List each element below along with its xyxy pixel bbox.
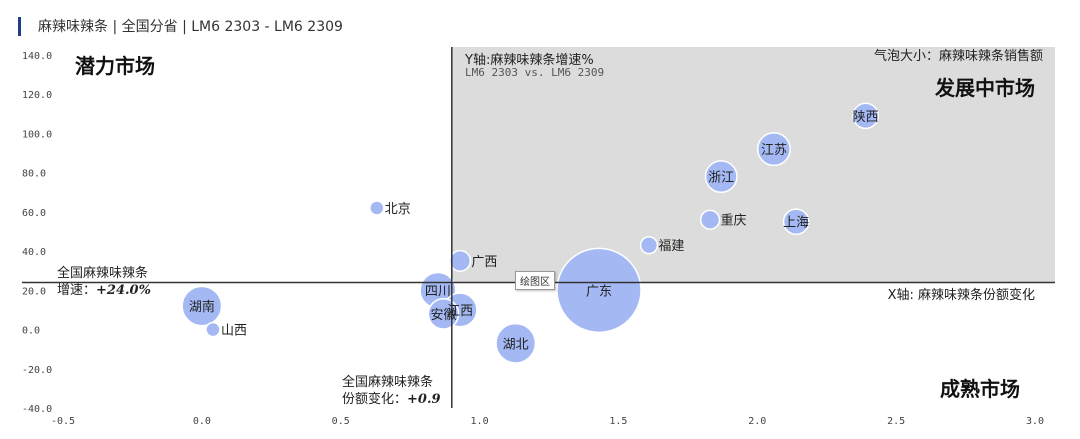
national-growth-note: 全国麻辣味辣条 增速：+24.0% [57, 265, 151, 299]
y-axis-title: Y轴:麻辣味辣条增速% [465, 53, 594, 68]
bubble-label: 江苏 [761, 142, 787, 158]
x-tick-label: -0.5 [51, 416, 75, 427]
y-tick-label: 100.0 [22, 129, 52, 140]
bubble-label: 湖南 [189, 299, 215, 315]
bubble-label: 北京 [385, 202, 411, 217]
bubble-label: 陕西 [853, 110, 879, 125]
bubble-label: 四川 [425, 284, 451, 299]
bubble-label: 湖北 [503, 337, 529, 352]
x-tick-label: 3.0 [1026, 416, 1044, 427]
bubble-label: 江西 [447, 304, 473, 319]
bubble-point [449, 249, 472, 272]
x-tick-label: 2.5 [887, 416, 905, 427]
y-tick-label: -20.0 [22, 365, 52, 376]
bubble-point [205, 321, 221, 338]
y-tick-label: 60.0 [22, 208, 46, 219]
national-growth-value: +24.0% [96, 283, 151, 298]
bubble-point [427, 297, 460, 330]
bubble-point [699, 209, 721, 230]
bubble-point [181, 285, 223, 327]
bubble-label: 广西 [471, 255, 497, 270]
bubble-point [782, 208, 810, 236]
bubble-point [495, 322, 537, 364]
title-accent-bar [18, 17, 21, 36]
y-tick-label: 120.0 [22, 90, 52, 101]
bubble-label: 山西 [221, 324, 247, 339]
y-tick-label: 20.0 [22, 286, 46, 297]
bubble-label: 重庆 [720, 213, 746, 229]
bubble-label: 安徽 [430, 308, 456, 323]
bubble-label: 浙江 [708, 171, 734, 186]
bubble-label: 福建 [658, 239, 684, 254]
developing-quadrant-area [451, 47, 1055, 283]
national-share-value: +0.9 [407, 392, 441, 407]
quadrant-label-developing: 发展中市场 [935, 76, 1035, 100]
y-tick-label: 80.0 [22, 169, 46, 180]
bubble-point [756, 132, 791, 167]
x-tick-label: 0.0 [193, 416, 211, 427]
quadrant-label-mature: 成熟市场 [940, 377, 1020, 401]
x-axis-title: X轴: 麻辣味辣条份额变化 [887, 288, 1035, 303]
national-share-prefix: 份额变化： [342, 392, 408, 407]
national-growth-label: 全国麻辣味辣条 [57, 266, 149, 281]
bubble-size-note: 气泡大小：麻辣味辣条销售额 [873, 49, 1043, 64]
quadrant-label-potential: 潜力市场 [75, 54, 155, 78]
bubble-point [369, 200, 385, 216]
bubble-label: 广东 [586, 284, 612, 299]
y-axis-subtitle: LM6 2303 vs. LM6 2309 [465, 66, 605, 79]
bubble-label: 上海 [783, 216, 809, 231]
bubble-point [556, 247, 642, 334]
plot-area-tooltip: 绘图区 [515, 271, 555, 290]
chart-title: 麻辣味辣条 | 全国分省 | LM6 2303 - LM6 2309 [38, 19, 343, 35]
bubble-point [704, 160, 738, 194]
national-share-label: 全国麻辣味辣条 [342, 375, 434, 390]
y-tick-label: 40.0 [22, 247, 46, 258]
y-tick-label: 140.0 [22, 51, 52, 62]
bubble-point [852, 102, 879, 130]
x-tick-label: 1.5 [609, 416, 627, 427]
x-tick-label: 2.0 [748, 416, 766, 427]
y-tick-label: -40.0 [22, 404, 52, 415]
x-tick-label: 0.5 [332, 416, 350, 427]
bubble-point [639, 236, 659, 255]
national-growth-prefix: 增速： [57, 283, 97, 298]
national-share-note: 全国麻辣味辣条 份额变化：+0.9 [342, 374, 441, 408]
y-tick-label: 0.0 [22, 326, 40, 337]
x-tick-label: 1.0 [471, 416, 489, 427]
